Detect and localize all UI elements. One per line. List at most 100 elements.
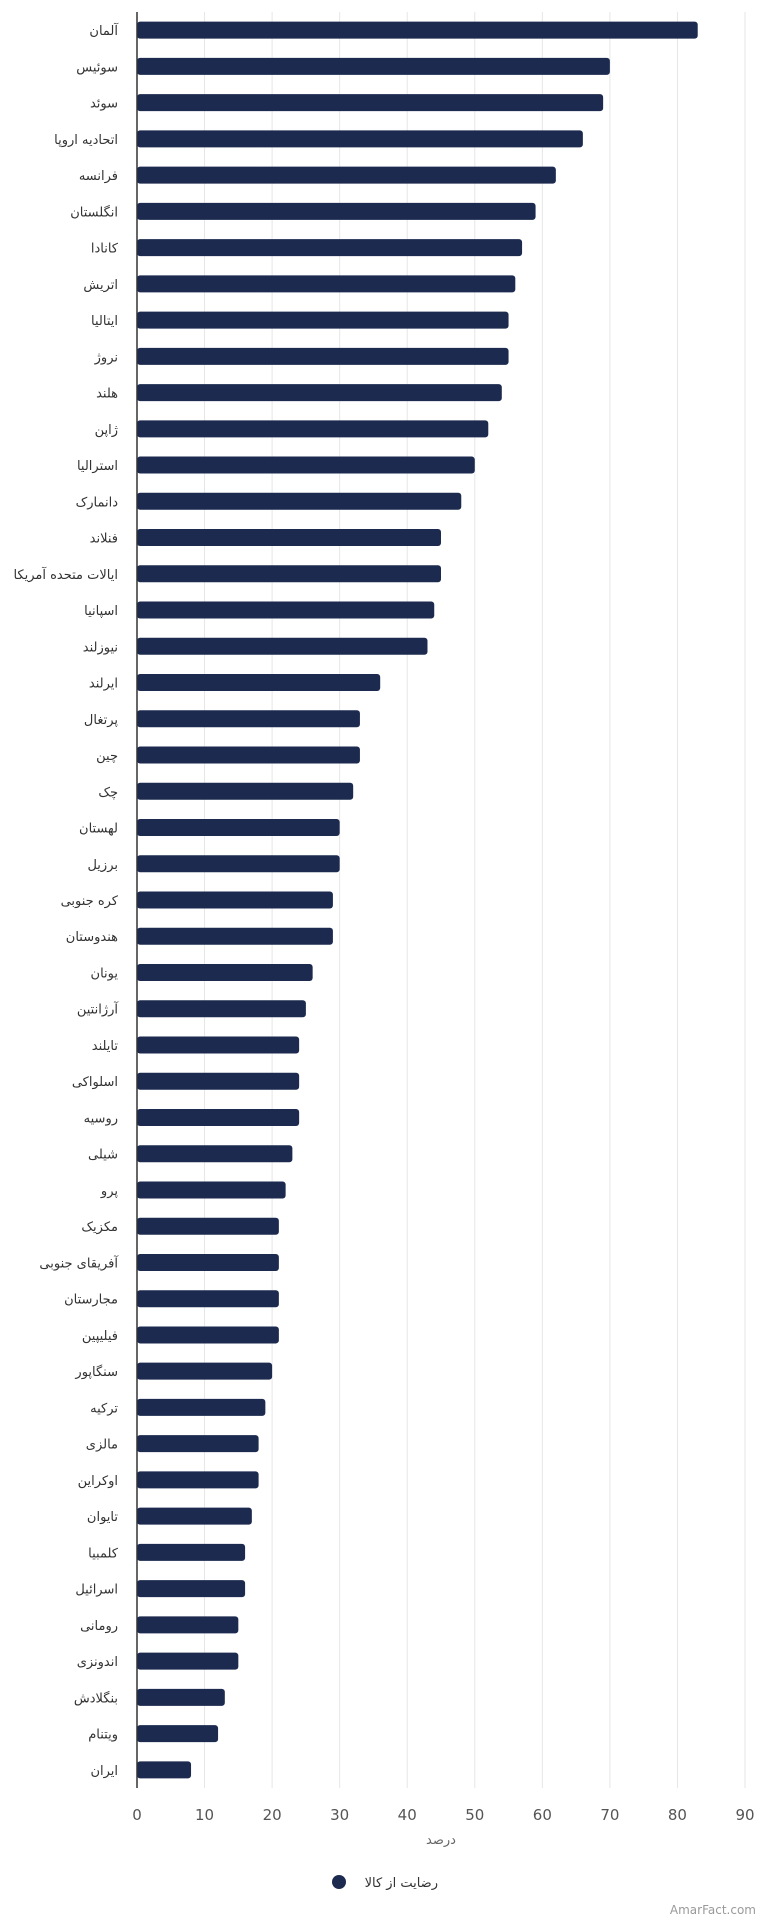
bar [137,1507,252,1525]
bar [137,819,340,837]
bar [137,1616,239,1634]
category-label: مکزیک [81,1220,118,1235]
category-label: اسرائیل [75,1583,118,1598]
bar [137,1145,293,1163]
bar [137,637,428,655]
category-label: اوکراین [78,1474,118,1489]
category-label: هندوستان [66,930,118,945]
x-tick-label: 20 [263,1806,282,1824]
category-label: اسلواکی [72,1075,118,1090]
category-label: ترکیه [90,1401,118,1416]
category-label: دانمارک [76,495,119,510]
bar [137,1435,259,1453]
bar [137,1580,246,1598]
category-label: شیلی [88,1148,118,1163]
legend-marker [332,1875,346,1889]
x-tick-label: 10 [195,1806,214,1824]
bar [137,275,516,293]
bar [137,57,610,75]
category-label: مجارستان [64,1293,118,1308]
category-label: نیوزلند [83,640,118,655]
category-label: انگلستان [70,204,118,220]
category-label: بنگلادش [74,1690,118,1706]
bar [137,891,333,909]
bar [137,1072,300,1090]
category-label: اسپانیا [84,604,118,619]
category-label: فرانسه [79,169,118,184]
bar [137,1761,192,1779]
bar [137,782,354,800]
bar [137,1688,225,1706]
x-tick-label: 60 [533,1806,552,1824]
x-tick-label: 50 [465,1806,484,1824]
x-tick-label: 0 [132,1806,142,1824]
category-label: اتریش [83,278,118,293]
category-label: فیلیپین [82,1329,118,1344]
category-label: چک [98,785,118,800]
category-label: آفریقای جنوبی [39,1254,119,1271]
category-label: چین [96,749,118,764]
x-axis-title: درصد [426,1833,456,1848]
category-label: نروژ [94,350,118,365]
bar [137,311,509,329]
category-label: لهستان [79,822,118,837]
x-tick-label: 90 [735,1806,754,1824]
bar [137,1000,306,1018]
bar [137,239,523,257]
bar [137,601,435,619]
category-label: سوئد [90,97,118,112]
bar [137,21,698,39]
bar [137,1398,266,1416]
bar [137,1181,286,1199]
bar [137,1326,279,1344]
category-label: رومانی [80,1619,118,1634]
bar [137,420,489,438]
category-label: روسیه [84,1111,118,1126]
category-label: اندونزی [77,1655,118,1670]
category-label: کره جنوبی [61,894,119,909]
bar [137,1108,300,1126]
x-tick-label: 30 [330,1806,349,1824]
bar [137,963,313,981]
category-label: ایران [90,1764,118,1779]
category-label: سنگاپور [74,1364,118,1380]
category-label: ایالات متحده آمریکا [13,566,118,583]
bar [137,565,441,583]
category-label: پرتغال [84,713,118,728]
category-label: سوئیس [76,60,118,75]
category-label: مالزی [86,1438,118,1453]
bar [137,166,556,184]
bar [137,492,462,510]
category-label: برزیل [87,858,118,873]
category-label: ویتنام [88,1728,118,1743]
credit-text: AmarFact.com [670,1903,756,1917]
category-label: یونان [91,966,119,981]
bar [137,1471,259,1489]
bar [137,1290,279,1308]
category-label: آرژانتین [77,1001,120,1018]
x-tick-label: 40 [398,1806,417,1824]
category-label: کانادا [91,242,119,257]
legend: رضایت از کالا [332,1875,438,1891]
bar [137,674,381,692]
bar [137,855,340,873]
bar [137,202,536,220]
bar [137,1217,279,1235]
bar [137,1362,273,1380]
x-tick-label: 80 [668,1806,687,1824]
bar [137,130,583,148]
bar [137,384,502,402]
bar [137,1543,246,1561]
bar [137,1725,219,1743]
category-label: فنلاند [90,532,118,547]
bar [137,1036,300,1054]
bar [137,94,604,112]
category-label: کلمبیا [88,1546,119,1561]
category-label: اتحادیه اروپا [54,133,118,148]
category-label: ایتالیا [91,314,118,329]
bar [137,456,475,474]
category-label: آلمان [89,22,119,39]
category-label: تایلند [92,1039,119,1054]
